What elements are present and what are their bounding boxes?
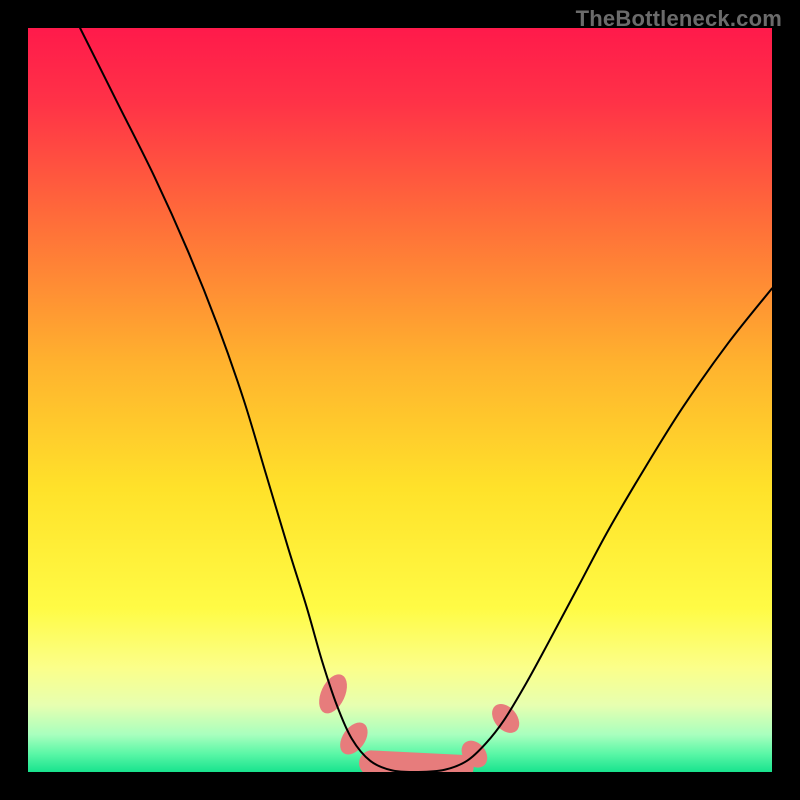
figure-frame: TheBottleneck.com <box>0 0 800 800</box>
bottleneck-curve-chart <box>28 28 772 772</box>
bead-marker <box>372 763 461 767</box>
plot-area <box>28 28 772 772</box>
gradient-background <box>28 28 772 772</box>
watermark-text: TheBottleneck.com <box>576 6 782 32</box>
